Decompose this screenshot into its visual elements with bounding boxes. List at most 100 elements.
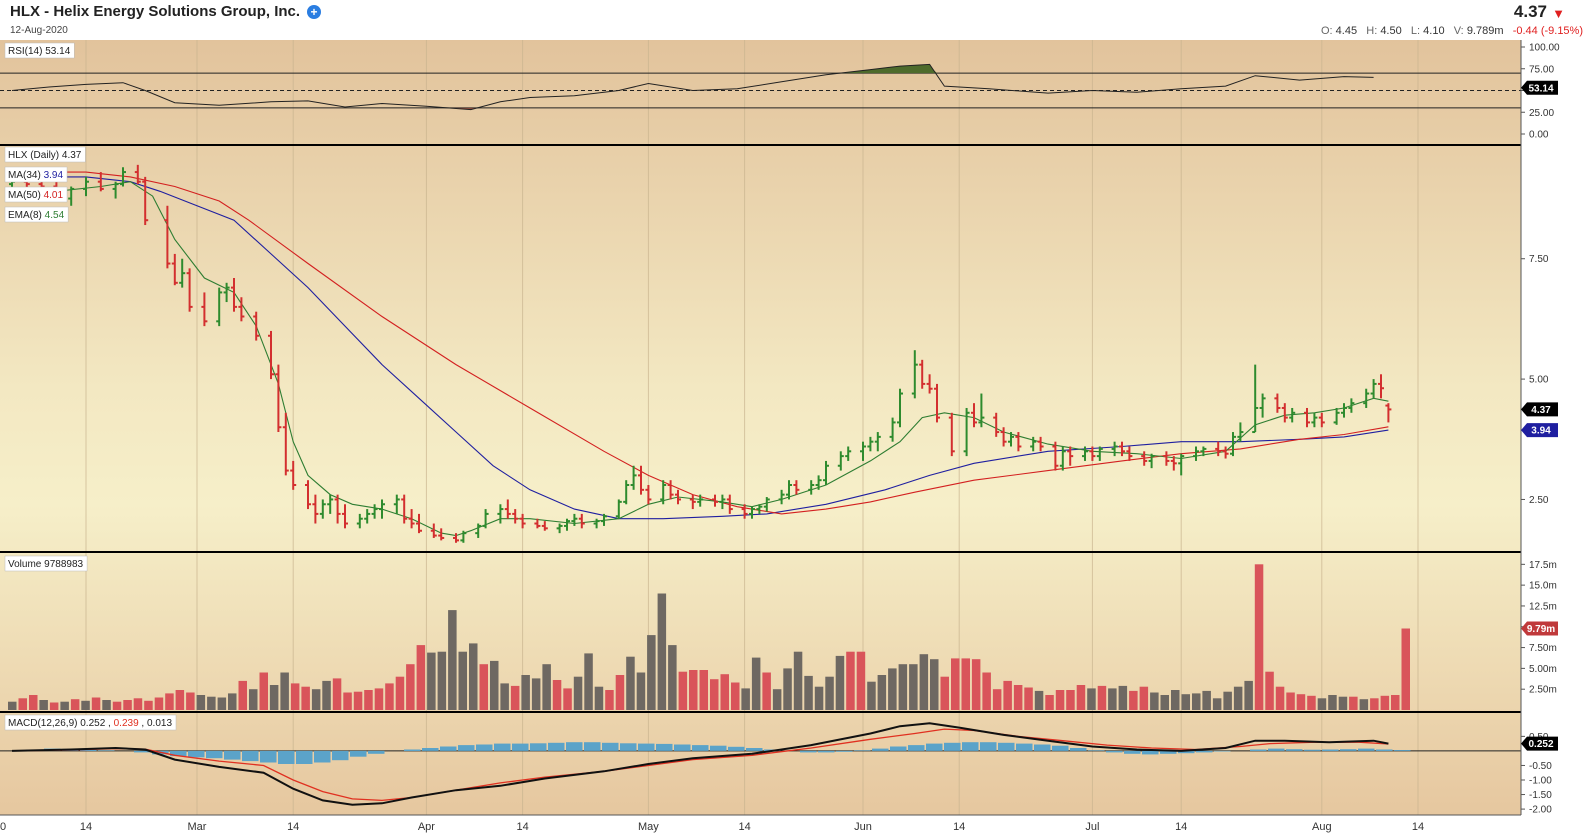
ohlc-bar: [1281, 403, 1288, 423]
macd-histogram-bar: [566, 742, 583, 751]
last-price: 4.37: [1513, 2, 1547, 21]
ohlc-bar: [823, 460, 829, 486]
indicator-line: [12, 176, 1389, 520]
label-box: [4, 206, 69, 223]
volume-bar: [416, 645, 426, 710]
ohlc-bar: [926, 374, 933, 394]
ohlc-bar: [68, 186, 75, 206]
ohlc-bar: [1378, 374, 1384, 399]
price-tag: 0.252: [1521, 736, 1558, 751]
volume-bar: [1338, 696, 1348, 710]
ohlc-bar: [1289, 407, 1296, 423]
volume-bar: [175, 690, 185, 710]
ohlc-bar: [216, 287, 223, 327]
label-box: [4, 714, 177, 731]
macd-histogram-bar: [908, 745, 925, 751]
stock-chart[interactable]: 100.0075.0050.0025.000.007.505.002.5017.…: [0, 40, 1583, 839]
macd-histogram-bar: [1106, 750, 1123, 753]
ohlc-bar: [497, 504, 504, 524]
price-change: -0.44 (-9.15%): [1512, 25, 1583, 37]
ohlc-bar: [808, 480, 815, 495]
rsi-line: [11, 63, 1374, 111]
ohlc-bar: [1030, 436, 1037, 452]
ohlc-bar: [379, 499, 385, 519]
macd-histogram-bar: [1178, 750, 1195, 754]
ohlc-bar: [1215, 441, 1222, 457]
x-tick-label: 14: [1175, 821, 1187, 833]
panel-labels: RSI(14) 53.14 HLX (Daily) 4.37 MA(34) 3.94…: [4, 42, 177, 731]
macd-histogram-bar: [1304, 749, 1321, 751]
macd-panel: [0, 722, 1521, 806]
macd-histogram-bar: [188, 750, 205, 758]
ohlc-bar: [1148, 453, 1155, 469]
label-part: 4.37: [62, 150, 82, 161]
label-part: 53.14: [45, 46, 70, 57]
ohlc-bar: [1318, 412, 1325, 428]
volume-bar: [1212, 698, 1222, 710]
macd-histogram-bar: [1250, 749, 1267, 751]
ohlc-bar: [667, 480, 674, 500]
ohlc-bar: [290, 460, 297, 490]
macd-histogram-bar: [1286, 749, 1303, 751]
volume-bar: [1233, 686, 1243, 710]
chart-title: HLX - Helix Energy Solutions Group, Inc.: [10, 3, 301, 20]
volume-bar: [710, 679, 719, 710]
volume-bar: [81, 700, 90, 710]
ohlc-bar: [837, 451, 844, 471]
volume-bar: [1359, 699, 1369, 710]
ohlc-bar: [660, 480, 667, 505]
volume-bar: [1265, 671, 1274, 710]
macd-histogram-bar: [998, 742, 1015, 751]
volume-bar: [280, 672, 289, 710]
plus-circle-icon[interactable]: +: [307, 5, 321, 19]
ohlc-bar: [1237, 422, 1244, 442]
macd-histogram-bar: [80, 749, 97, 751]
volume-bar: [793, 651, 803, 710]
ohlc-bar: [1259, 393, 1266, 418]
ohlc-bar: [1222, 446, 1229, 459]
ohlc-bar: [712, 494, 718, 507]
y-tick-label: 5.00: [1529, 375, 1549, 386]
ohlc-bar: [356, 513, 363, 529]
label-part: RSI(14): [8, 46, 45, 57]
header-bar: HLX - Helix Energy Solutions Group, Inc.…: [0, 0, 1583, 40]
volume-bar: [531, 678, 541, 710]
ohlc-bar: [134, 164, 141, 185]
ohlc-bar: [83, 176, 89, 197]
tag-shape: [1521, 621, 1558, 636]
volume-bar: [49, 702, 59, 710]
volume-bar: [479, 664, 488, 710]
macd-histogram-bar: [530, 743, 547, 751]
low-value: 4.10: [1423, 25, 1445, 37]
volume-bar: [605, 690, 614, 710]
label-box: [4, 555, 88, 572]
macd-histogram-bar: [1034, 744, 1051, 751]
y-tick-label: -0.50: [1529, 761, 1552, 772]
volume-panel: [8, 564, 1410, 710]
volume-bar: [196, 695, 206, 710]
ohlc-bar: [519, 513, 526, 529]
macd-histogram-bar: [278, 750, 295, 764]
tag-shape: [1521, 423, 1558, 438]
label-text: MA(50) 4.01: [8, 190, 63, 201]
ohlc-bar: [1348, 398, 1355, 413]
volume-bar: [1254, 564, 1264, 710]
volume-bar: [825, 676, 834, 710]
y-tick-label: 75.00: [1529, 64, 1554, 75]
macd-histogram-bar: [206, 750, 223, 759]
ohlc-bar: [1096, 446, 1103, 461]
y-tick-label: 12.5m: [1529, 601, 1557, 612]
macd-histogram-bar: [1088, 750, 1105, 751]
ohlc-bar: [793, 480, 800, 495]
macd-histogram-bar: [836, 750, 853, 752]
volume-bar: [238, 680, 247, 710]
y-tick-label: 7.50m: [1529, 643, 1557, 654]
volume-bar: [510, 685, 520, 710]
ohlc-bar: [689, 494, 696, 510]
macd-histogram-bar: [224, 750, 241, 760]
macd-histogram-bar: [692, 745, 709, 751]
volume-bar: [186, 692, 195, 710]
volume-bar: [982, 672, 991, 710]
label-part: 9788983: [44, 559, 83, 570]
volume-bar: [290, 683, 300, 710]
